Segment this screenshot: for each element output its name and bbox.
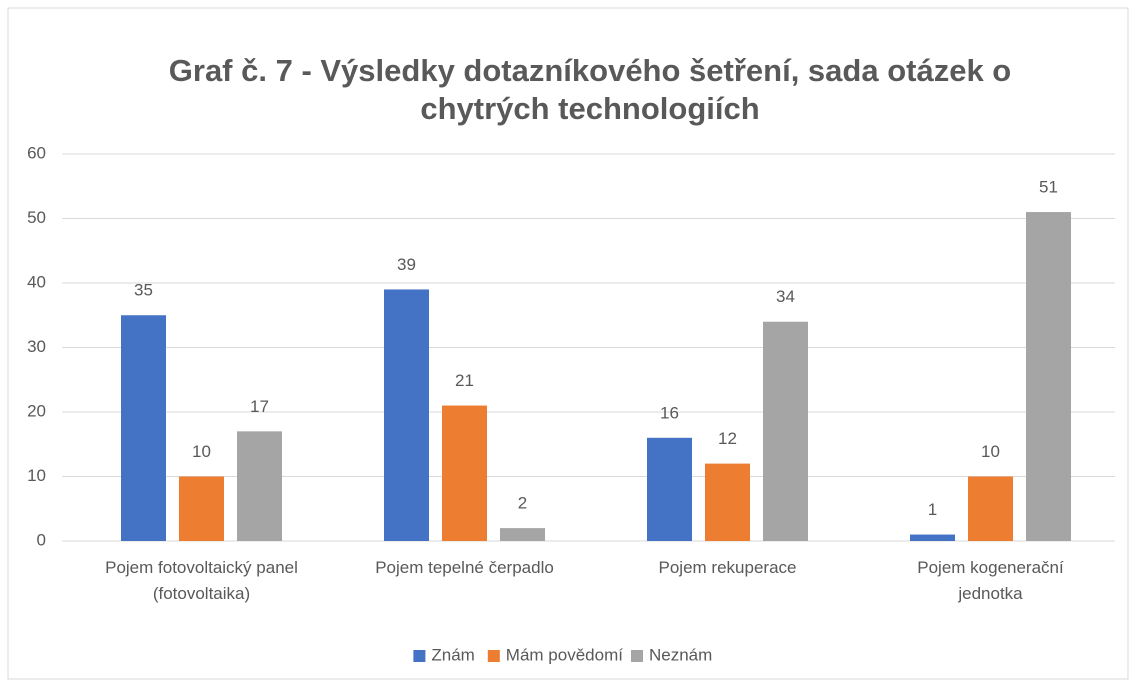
x-tick-label-box: Pojem tepelné čerpadlo [375, 558, 554, 577]
bar [647, 437, 692, 541]
x-tick-label: Pojem fotovoltaický panel (fotovoltaika) [105, 558, 298, 603]
y-tick-label: 0 [37, 530, 46, 549]
legend-swatch [413, 650, 426, 662]
data-label: 35 [134, 281, 153, 300]
chart-title: Graf č. 7 - Výsledky dotazníkového šetře… [168, 53, 1012, 126]
y-tick-label: 20 [27, 401, 46, 420]
x-tick-label: Pojem tepelné čerpadlo [375, 558, 554, 577]
chart-title-box: Graf č. 7 - Výsledky dotazníkového šetře… [168, 53, 1012, 126]
chart-border [7, 7, 1129, 680]
bar [442, 405, 487, 541]
data-label: 2 [518, 494, 527, 513]
bar [1026, 212, 1071, 542]
data-label: 10 [981, 442, 1000, 461]
data-label: 34 [776, 287, 795, 306]
legend-label: Neznám [649, 645, 712, 664]
legend-label: Znám [431, 645, 474, 664]
x-tick-label-box: Pojem rekuperace [658, 558, 797, 577]
data-label: 1 [928, 500, 937, 519]
bar [968, 476, 1013, 541]
x-tick-label: Pojem rekuperace [658, 558, 797, 577]
y-tick-label: 10 [27, 466, 46, 485]
y-tick-label: 50 [27, 208, 46, 227]
bar [179, 476, 224, 541]
data-label: 17 [250, 397, 269, 416]
bar [705, 463, 750, 541]
x-tick-label-box: Pojem kogenerační jednotka [917, 558, 1064, 603]
y-tick-label: 60 [27, 143, 46, 162]
data-label: 51 [1039, 178, 1058, 197]
legend-swatch [487, 650, 500, 662]
x-tick-label-box: Pojem fotovoltaický panel (fotovoltaika) [105, 558, 298, 603]
y-tick-label: 40 [27, 272, 46, 291]
bar [763, 321, 808, 541]
bar [237, 431, 282, 541]
y-tick-label: 30 [27, 337, 46, 356]
x-tick-label: Pojem kogenerační jednotka [917, 558, 1064, 603]
bar [121, 315, 166, 541]
bar [384, 289, 429, 541]
data-label: 16 [660, 403, 679, 422]
data-label: 10 [192, 442, 211, 461]
data-label: 21 [455, 371, 474, 390]
legend-label: Mám povědomí [506, 645, 623, 664]
data-label: 12 [718, 429, 737, 448]
bar [910, 534, 955, 541]
data-label: 39 [397, 255, 416, 274]
legend-swatch [631, 650, 643, 662]
bar [500, 528, 545, 541]
